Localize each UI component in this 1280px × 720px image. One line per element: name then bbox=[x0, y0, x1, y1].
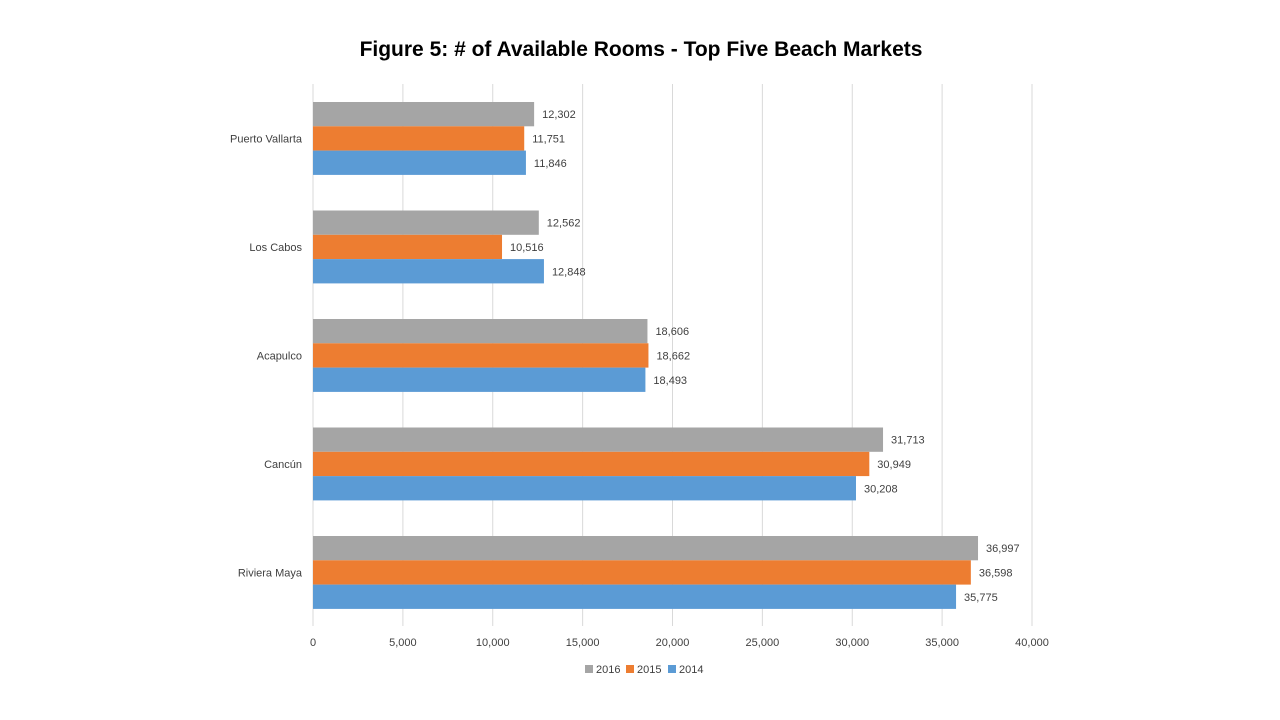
bar-2015 bbox=[313, 451, 870, 477]
data-label: 11,846 bbox=[534, 158, 567, 170]
bar-2014 bbox=[313, 259, 544, 284]
legend-swatch-2016 bbox=[585, 665, 593, 673]
legend-label-2014: 2014 bbox=[679, 664, 703, 676]
legend-swatch-2014 bbox=[668, 665, 676, 673]
bar-2014 bbox=[313, 367, 646, 392]
data-label: 18,606 bbox=[655, 326, 689, 338]
data-label: 12,562 bbox=[547, 218, 581, 230]
x-tick-label: 40,000 bbox=[1015, 637, 1049, 649]
category-label: Riviera Maya bbox=[238, 567, 303, 579]
x-tick-label: 15,000 bbox=[566, 637, 600, 649]
legend-swatch-2015 bbox=[626, 665, 634, 673]
bar-2015 bbox=[313, 343, 649, 368]
bar-2015 bbox=[313, 234, 503, 260]
bar-2016 bbox=[313, 427, 884, 452]
category-label: Cancún bbox=[264, 459, 302, 471]
bar-2014 bbox=[313, 584, 957, 609]
category-label: Acapulco bbox=[257, 350, 302, 362]
bar-2014 bbox=[313, 476, 856, 501]
data-label: 12,848 bbox=[552, 266, 586, 278]
category-label: Los Cabos bbox=[249, 242, 302, 254]
bars bbox=[313, 102, 979, 609]
category-axis: Puerto Vallarta Los Cabos Acapulco Cancún Ri… bbox=[230, 133, 303, 579]
x-tick-label: 10,000 bbox=[476, 637, 510, 649]
bar-2015 bbox=[313, 560, 971, 585]
chart-title: Figure 5: # of Available Rooms - Top Fiv… bbox=[359, 38, 923, 61]
bar-2015 bbox=[313, 126, 525, 151]
data-label: 30,949 bbox=[877, 459, 911, 471]
data-label: 18,493 bbox=[653, 375, 687, 387]
x-tick-label: 30,000 bbox=[835, 637, 869, 649]
bar-2014 bbox=[313, 150, 526, 175]
bar-2016 bbox=[313, 536, 979, 561]
data-label: 10,516 bbox=[510, 242, 544, 254]
data-label: 35,775 bbox=[964, 592, 998, 604]
data-label: 30,208 bbox=[864, 483, 898, 495]
data-label: 11,751 bbox=[532, 133, 565, 145]
x-tick-label: 0 bbox=[310, 637, 316, 649]
data-label: 31,713 bbox=[891, 435, 925, 447]
value-axis: 0 5,000 10,000 15,000 20,000 25,000 30,000 35,0… bbox=[310, 637, 1049, 649]
bar-2016 bbox=[313, 210, 539, 235]
x-tick-label: 20,000 bbox=[656, 637, 690, 649]
x-tick-label: 25,000 bbox=[746, 637, 780, 649]
legend: 2016 2015 2014 bbox=[585, 664, 703, 676]
legend-label-2016: 2016 bbox=[596, 664, 620, 676]
x-tick-label: 35,000 bbox=[925, 637, 959, 649]
data-label: 36,997 bbox=[986, 543, 1020, 555]
legend-label-2015: 2015 bbox=[637, 664, 661, 676]
data-label: 12,302 bbox=[542, 109, 576, 121]
data-label: 36,598 bbox=[979, 567, 1013, 579]
bar-2016 bbox=[313, 319, 648, 344]
category-label: Puerto Vallarta bbox=[230, 133, 303, 145]
bar-2016 bbox=[313, 102, 535, 127]
data-label: 18,662 bbox=[656, 350, 690, 362]
x-tick-label: 5,000 bbox=[389, 637, 417, 649]
